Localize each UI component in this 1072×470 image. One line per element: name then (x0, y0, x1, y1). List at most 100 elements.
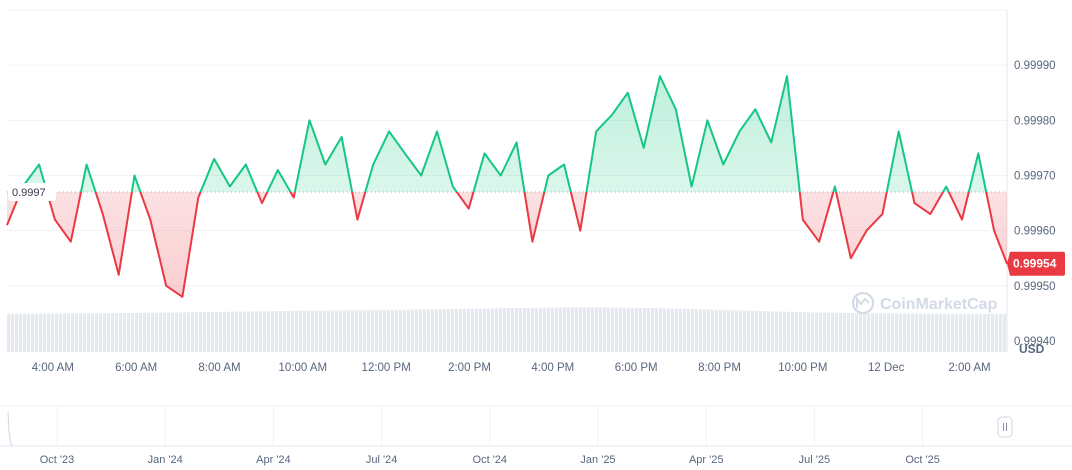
volume-bar (839, 312, 843, 352)
volume-bar (791, 311, 795, 352)
volume-bar (783, 311, 787, 352)
volume-bar (563, 307, 567, 352)
volume-bar (859, 313, 863, 352)
volume-bar (263, 311, 267, 352)
volume-bar (583, 307, 587, 352)
volume-bar (959, 313, 963, 352)
volume-bar (575, 307, 579, 352)
volume-bar (411, 309, 415, 352)
navigator-handle[interactable] (997, 416, 1013, 438)
coinmarketcap-logo-icon (851, 291, 875, 315)
volume-bar (363, 310, 367, 352)
volume-bar (735, 310, 739, 352)
navigator-tick-label: Apr '25 (689, 454, 724, 466)
volume-bar (459, 308, 463, 352)
volume-bar (259, 311, 263, 352)
volume-bar (235, 311, 239, 352)
volume-bar (95, 313, 99, 352)
volume-bar (491, 308, 495, 352)
volume-bar (707, 309, 711, 352)
volume-bar (167, 312, 171, 352)
volume-bar (83, 313, 87, 352)
volume-bar (335, 310, 339, 352)
volume-bar (191, 312, 195, 352)
volume-bar (107, 313, 111, 352)
volume-bar (863, 313, 867, 352)
volume-bar (899, 313, 903, 352)
volume-bar (551, 307, 555, 352)
volume-bar (759, 311, 763, 352)
volume-bar (987, 313, 991, 352)
volume-bar (847, 312, 851, 352)
volume-bar (211, 311, 215, 352)
volume-bar (247, 311, 251, 352)
volume-bar (63, 313, 67, 352)
volume-bar (359, 310, 363, 352)
y-tick-label: 0.99940 (1014, 336, 1056, 348)
volume-bar (239, 311, 243, 352)
volume-bar (907, 313, 911, 352)
volume-bar (87, 313, 91, 352)
volume-bar (531, 307, 535, 352)
volume-bar (803, 312, 807, 352)
current-price-tag: 0.99954 (1007, 251, 1065, 276)
volume-bar (303, 310, 307, 352)
volume-bar (799, 312, 803, 352)
x-tick-label: 12 Dec (868, 362, 905, 374)
navigator-grid (56, 406, 924, 446)
volume-bar (671, 308, 675, 352)
volume-bar (307, 310, 311, 352)
time-range-navigator[interactable]: Oct '23 Jan '24 Apr '24 Jul '24 Oct '24 Jan '… (0, 405, 1072, 466)
volume-bar (355, 310, 359, 352)
volume-bar (175, 312, 179, 352)
volume-bar (47, 313, 51, 352)
volume-bar (171, 312, 175, 352)
svg-text:0.99954: 0.99954 (1013, 257, 1057, 271)
volume-bar (879, 313, 883, 352)
volume-bar (475, 308, 479, 352)
volume-bar (467, 308, 471, 352)
volume-bar (331, 310, 335, 352)
volume-bar (867, 313, 871, 352)
volume-bar (943, 313, 947, 352)
volume-bar (243, 311, 247, 352)
volume-bar (503, 308, 507, 352)
volume-bar (623, 307, 627, 352)
volume-bar (787, 311, 791, 352)
volume-bar (719, 309, 723, 352)
volume-bar (911, 313, 915, 352)
volume-bar (227, 311, 231, 352)
navigator-tick-label: Jul '24 (366, 454, 397, 466)
volume-bar (23, 313, 27, 352)
navigator-x-axis: Oct '23 Jan '24 Apr '24 Jul '24 Oct '24 Jan '… (40, 454, 940, 466)
volume-bar (403, 309, 407, 352)
volume-bar (747, 310, 751, 352)
volume-bar (695, 309, 699, 352)
volume-bar (151, 312, 155, 352)
volume-bar (1003, 313, 1007, 352)
x-axis: 4:00 AM 6:00 AM 8:00 AM 10:00 AM 12:00 PM 2:0… (32, 362, 991, 374)
volume-bar (43, 313, 47, 352)
volume-bar (155, 312, 159, 352)
volume-bar (267, 311, 271, 352)
volume-bar (607, 307, 611, 352)
volume-bar (955, 313, 959, 352)
volume-bar (255, 311, 259, 352)
volume-bar (855, 313, 859, 352)
volume-bar (811, 312, 815, 352)
volume-bar (443, 309, 447, 352)
volume-bar (423, 309, 427, 352)
volume-bar (199, 312, 203, 352)
navigator-tick-label: Jan '24 (148, 454, 183, 466)
x-tick-label: 10:00 PM (778, 362, 827, 374)
volume-bar (923, 313, 927, 352)
volume-bar (871, 313, 875, 352)
volume-bar (11, 313, 15, 352)
y-tick-label: 0.99950 (1014, 281, 1056, 293)
x-tick-label: 2:00 AM (948, 362, 990, 374)
volume-bar (283, 310, 287, 352)
volume-bar (299, 310, 303, 352)
volume-bar (183, 312, 187, 352)
volume-bar (407, 309, 411, 352)
